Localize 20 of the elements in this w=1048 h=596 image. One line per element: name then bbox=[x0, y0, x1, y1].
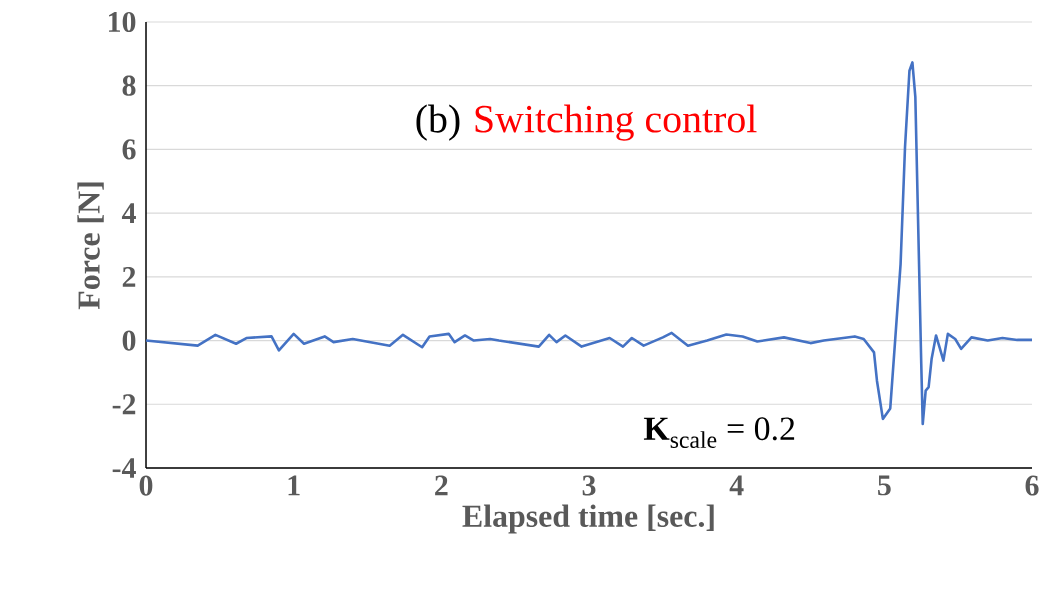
x-tick-label: 0 bbox=[139, 475, 153, 496]
text: Switching control bbox=[475, 104, 757, 141]
x-tick-label: 1 bbox=[288, 475, 300, 496]
x-tick-label: 5 bbox=[878, 475, 891, 496]
y-tick-label: -4 bbox=[112, 458, 136, 478]
x-tick-label: 4 bbox=[729, 475, 744, 496]
y-tick-label: -2 bbox=[112, 394, 136, 415]
y-tick-label: 0 bbox=[122, 330, 136, 351]
y-tick-label: 6 bbox=[122, 139, 136, 160]
x-tick-label: 3 bbox=[582, 475, 596, 496]
annotation: (b) bbox=[416, 104, 460, 141]
x-tick-label: 6 bbox=[1025, 475, 1039, 496]
y-tick-label: 10 bbox=[108, 11, 136, 33]
y-tick-label: 8 bbox=[122, 75, 136, 96]
y-axis-title: Force [N] bbox=[77, 182, 104, 310]
y-tick-label: 2 bbox=[122, 266, 136, 287]
y-tick-label: 4 bbox=[121, 203, 136, 223]
x-axis-title: Elapsed time [sec.] bbox=[462, 504, 714, 534]
annotation: K$_{scale}$ = 0.2 bbox=[643, 417, 795, 448]
x-tick-label: 2 bbox=[435, 475, 448, 496]
